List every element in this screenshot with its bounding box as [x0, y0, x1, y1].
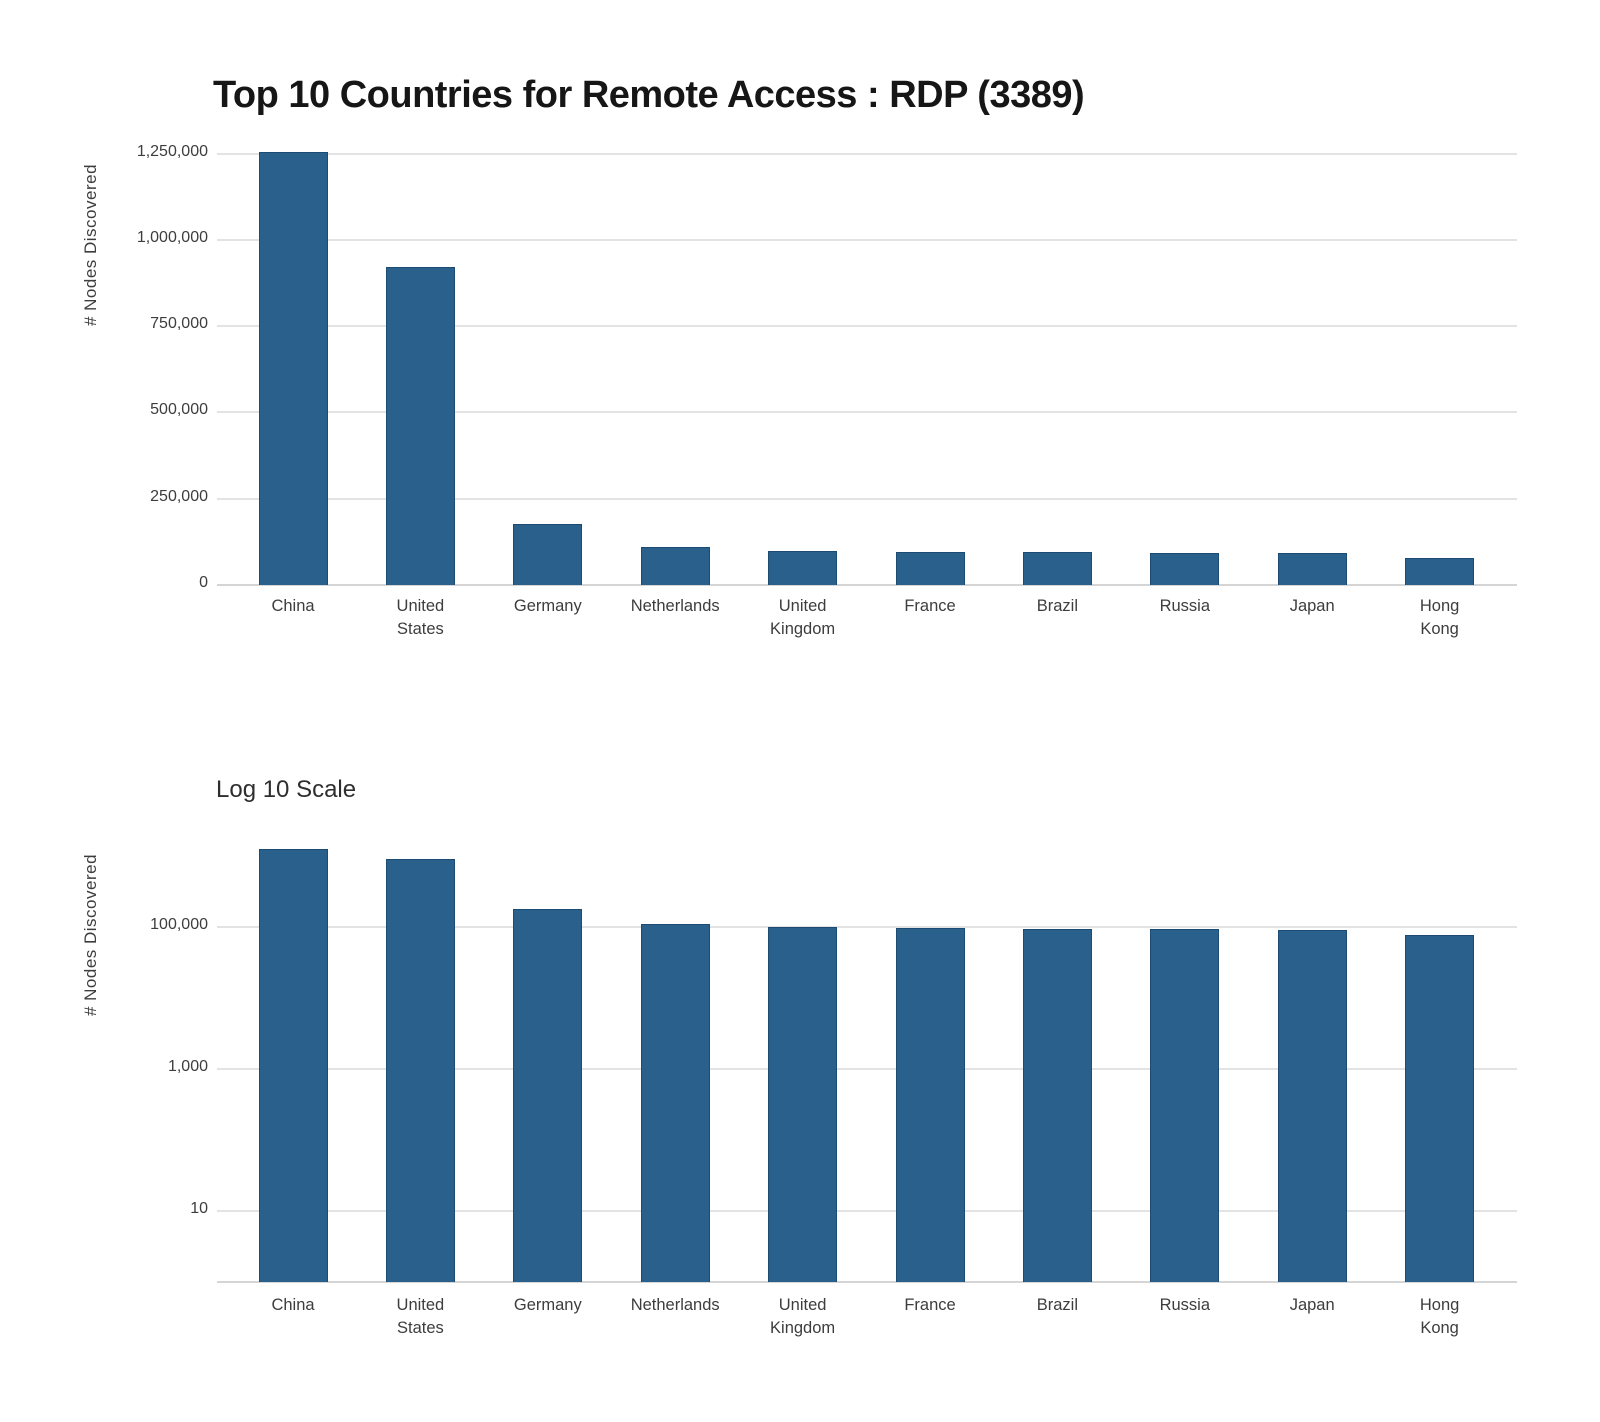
y-tick-label: 0 [199, 574, 208, 591]
y-tick-label: 500,000 [150, 401, 208, 419]
x-tick-label-china: China [271, 597, 315, 615]
gridline [217, 584, 1517, 586]
gridline [217, 152, 1517, 155]
gridline [217, 238, 1517, 241]
x-tick-label-hong-kong: Hong Kong [1419, 1296, 1460, 1337]
x-tick-label-germany: Germany [513, 597, 582, 615]
x-tick-label-russia: Russia [1159, 597, 1211, 615]
gridline [217, 497, 1517, 500]
y-axis-title-log: # Nodes Discovered [81, 853, 100, 1017]
x-tick-label-united-states: United States [396, 1296, 445, 1337]
bar-brazil [1022, 552, 1092, 585]
gridline [217, 1210, 1517, 1212]
chart-title: Top 10 Countries for Remote Access : RDP… [213, 74, 1085, 116]
bar-russia [1150, 552, 1220, 585]
x-tick-label-united-kingdom: United Kingdom [770, 597, 836, 638]
bar-china [258, 152, 328, 585]
bar-russia [1150, 929, 1220, 1282]
bar-france [895, 928, 965, 1282]
y-tick-label: 10 [190, 1200, 208, 1217]
x-tick-label-united-states: United States [396, 597, 445, 638]
bar-brazil [1022, 928, 1092, 1282]
x-tick-label-brazil: Brazil [1036, 597, 1079, 615]
bar-france [895, 551, 965, 585]
y-tick-label: 1,250,000 [136, 142, 208, 160]
bar-netherlands [640, 923, 710, 1282]
gridline [217, 926, 1517, 928]
x-tick-label-japan: Japan [1289, 597, 1335, 615]
x-tick-label-hong-kong: Hong Kong [1419, 597, 1460, 638]
bar-netherlands [640, 546, 710, 585]
x-tick-label-france: France [904, 1296, 956, 1314]
x-tick-label-germany: Germany [513, 1296, 582, 1314]
x-tick-label-china: China [271, 1296, 315, 1314]
bar-united-states [385, 858, 455, 1282]
bar-hong-kong [1405, 935, 1475, 1282]
x-tick-label-netherlands: Netherlands [630, 1296, 720, 1314]
bar-germany [513, 909, 583, 1282]
axis-baseline [217, 1281, 1517, 1283]
x-tick-label-russia: Russia [1159, 1296, 1211, 1314]
gridline [217, 1068, 1517, 1070]
bar-hong-kong [1405, 558, 1475, 585]
y-tick-label: 1,000 [167, 1058, 208, 1075]
log-chart-title: Log 10 Scale [216, 776, 357, 803]
bar-germany [513, 523, 583, 585]
x-tick-label-united-kingdom: United Kingdom [770, 1296, 836, 1337]
bar-united-states [385, 267, 455, 585]
bar-japan [1277, 929, 1347, 1282]
y-tick-label: 750,000 [150, 315, 208, 333]
x-tick-label-brazil: Brazil [1036, 1296, 1079, 1314]
x-tick-label-netherlands: Netherlands [630, 597, 720, 615]
y-tick-label: 250,000 [150, 487, 208, 505]
bar-united-kingdom [768, 550, 838, 585]
y-tick-label: 100,000 [150, 916, 208, 933]
y-tick-label: 1,000,000 [136, 228, 208, 246]
gridline [217, 325, 1517, 328]
bar-united-kingdom [768, 927, 838, 1282]
bar-japan [1277, 553, 1347, 585]
x-tick-label-japan: Japan [1289, 1296, 1335, 1314]
gridline [217, 411, 1517, 414]
x-tick-label-france: France [904, 597, 956, 615]
bar-china [258, 849, 328, 1282]
